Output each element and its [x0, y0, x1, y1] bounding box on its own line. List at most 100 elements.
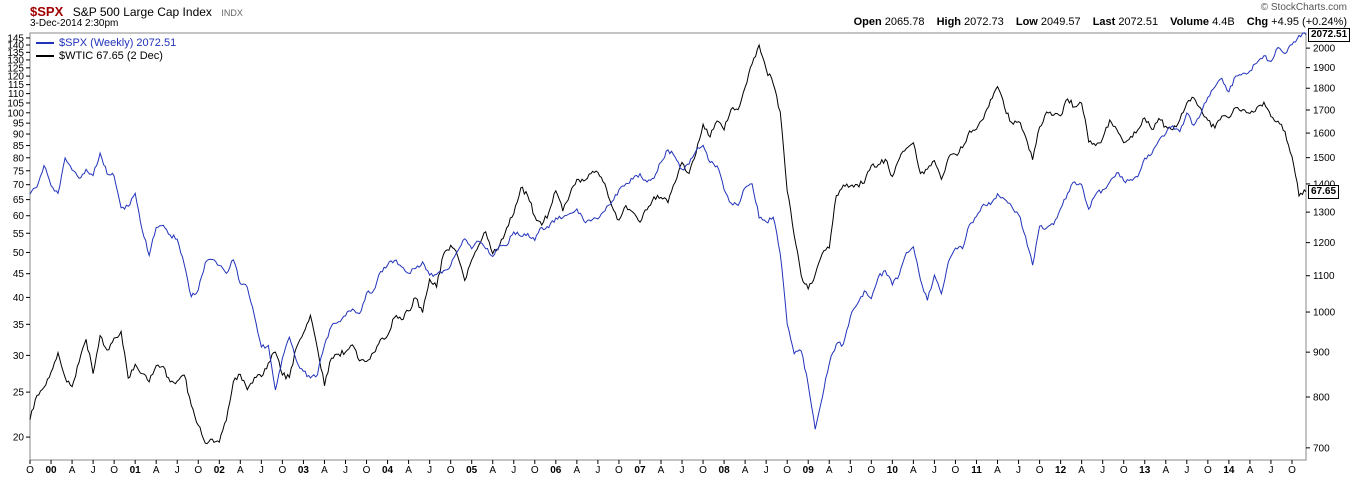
x-axis-label: A	[1078, 465, 1085, 476]
x-axis-label: 09	[803, 465, 815, 476]
left-axis-label: 140	[7, 41, 24, 52]
x-axis-label: 03	[298, 465, 310, 476]
x-axis-label: O	[363, 465, 371, 476]
x-axis-label: 05	[466, 465, 478, 476]
legend-label-spx: $SPX (Weekly) 2072.51	[59, 36, 177, 49]
left-axis-label: 55	[13, 229, 25, 240]
x-axis-label: O	[531, 465, 539, 476]
x-axis-label: J	[343, 465, 348, 476]
index-name: S&P 500 Large Cap Index	[72, 5, 212, 19]
wtic-last-price-tag: 67.65	[1308, 184, 1340, 199]
x-axis-label: J	[764, 465, 769, 476]
x-axis-label: O	[952, 465, 960, 476]
left-axis-label: 40	[13, 293, 25, 304]
x-axis-label: A	[405, 465, 412, 476]
right-axis-label: 1100	[1313, 271, 1335, 282]
x-axis-label: J	[680, 465, 685, 476]
right-axis-label: 1900	[1313, 63, 1336, 74]
quote-summary: Open 2065.78 High 2072.73 Low 2049.57 Last 2…	[854, 16, 1347, 28]
chart-header: $SPX S&P 500 Large Cap Index INDX	[30, 3, 243, 21]
chart-legend: $SPX (Weekly) 2072.51 $WTIC 67.65 (2 Dec…	[36, 36, 176, 62]
high-value: 2072.73	[964, 16, 1004, 28]
x-axis-label: 11	[971, 465, 982, 476]
ticker-symbol: $SPX	[30, 4, 64, 19]
x-axis-label: A	[574, 465, 581, 476]
x-axis-label: 14	[1223, 465, 1235, 476]
right-axis-label: 2000	[1313, 44, 1336, 55]
x-axis-label: A	[69, 465, 76, 476]
open-value: 2065.78	[884, 16, 925, 28]
left-axis-label: 90	[13, 130, 25, 141]
left-axis-label: 65	[13, 195, 25, 206]
x-axis-label: 00	[45, 465, 57, 476]
right-axis-label: 1500	[1313, 153, 1336, 164]
chg-value: +4.95 (+0.24%)	[1271, 16, 1347, 28]
x-axis-label: O	[110, 465, 118, 476]
x-axis-label: J	[1100, 465, 1105, 476]
left-axis-label: 30	[13, 351, 25, 362]
left-axis-label: 100	[7, 108, 24, 119]
copyright-notice: © StockCharts.com	[1260, 2, 1347, 13]
x-axis-label: 13	[1139, 465, 1151, 476]
x-axis-label: A	[742, 465, 749, 476]
right-axis-label: 1000	[1313, 308, 1336, 319]
x-axis-label: J	[511, 465, 516, 476]
legend-item-spx: $SPX (Weekly) 2072.51	[36, 36, 176, 49]
spx-line-swatch	[36, 41, 54, 44]
left-axis-label: 105	[7, 98, 24, 109]
x-axis-label: A	[1162, 465, 1169, 476]
wtic-price-line	[29, 43, 1307, 445]
left-axis-label: 110	[8, 89, 24, 100]
low-label: Low	[1015, 16, 1038, 28]
right-axis-label: 700	[1313, 443, 1330, 454]
x-axis-label: 06	[550, 465, 562, 476]
low-value: 2049.57	[1040, 16, 1081, 28]
x-axis-label: O	[279, 465, 287, 476]
x-axis-label: J	[175, 465, 180, 476]
x-axis-label: J	[1268, 465, 1273, 476]
left-axis-label: 130	[7, 55, 24, 66]
right-axis-label: 1800	[1313, 84, 1336, 95]
x-axis-label: O	[1204, 465, 1212, 476]
right-axis-label: 1200	[1313, 238, 1336, 249]
chg-label: Chg	[1246, 16, 1269, 28]
x-axis-label: A	[237, 465, 244, 476]
left-axis-label: 35	[13, 320, 25, 331]
left-axis-label: 85	[13, 141, 25, 152]
x-axis-label: J	[1016, 465, 1021, 476]
volume-label: Volume	[1170, 16, 1210, 28]
x-axis-label: J	[259, 465, 264, 476]
x-axis-label: A	[910, 465, 917, 476]
x-axis-label: O	[699, 465, 707, 476]
x-axis-label: A	[1247, 465, 1254, 476]
x-axis-label: O	[194, 465, 202, 476]
x-axis-label: 04	[382, 465, 394, 476]
legend-item-wtic: $WTIC 67.65 (2 Dec)	[36, 49, 176, 62]
x-axis-label: A	[658, 465, 665, 476]
left-axis-label: 45	[13, 269, 25, 280]
left-axis-label: 25	[13, 388, 25, 399]
x-axis-label: J	[848, 465, 853, 476]
left-axis-label: 75	[13, 166, 25, 177]
spx-last-price-tag: 2072.51	[1308, 27, 1351, 42]
x-axis-label: 01	[130, 465, 142, 476]
x-axis-label: O	[1288, 465, 1296, 476]
x-axis-label: 12	[1055, 465, 1067, 476]
right-axis-label: 1700	[1313, 105, 1336, 116]
x-axis-label: O	[26, 465, 34, 476]
chart-datetime: 3-Dec-2014 2:30pm	[30, 18, 119, 29]
left-axis-label: 135	[7, 48, 24, 59]
last-label: Last	[1092, 16, 1116, 28]
left-axis-label: 145	[7, 33, 24, 44]
x-axis-label: A	[321, 465, 328, 476]
x-axis-label: A	[153, 465, 160, 476]
spx-price-line	[29, 32, 1307, 430]
wtic-line-swatch	[36, 54, 54, 57]
left-axis-label: 115	[8, 80, 24, 91]
plot-border	[29, 32, 1307, 461]
x-axis-label: J	[932, 465, 937, 476]
x-axis-label: O	[447, 465, 455, 476]
left-axis-label: 20	[13, 433, 25, 444]
x-axis-label: O	[783, 465, 791, 476]
